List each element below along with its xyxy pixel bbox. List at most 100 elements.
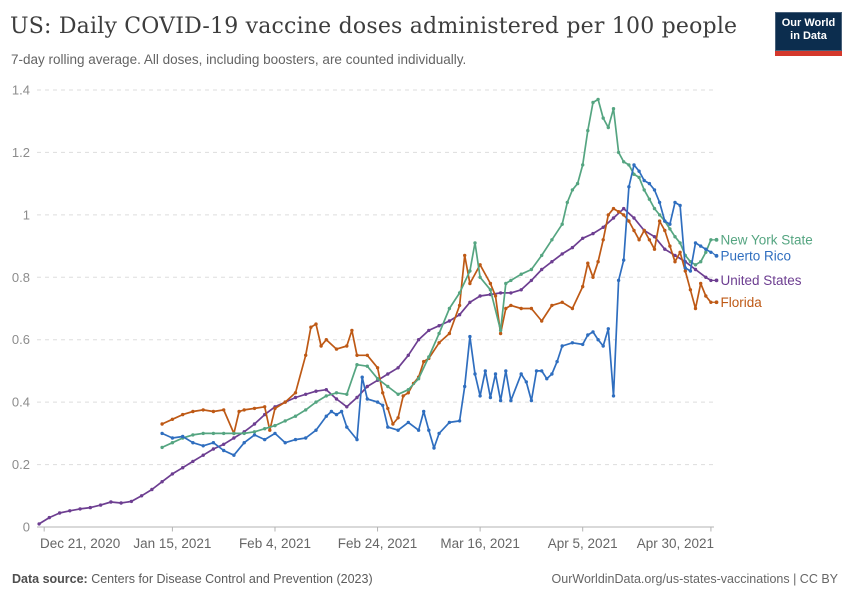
- data-point-florida: [509, 303, 513, 308]
- data-point-new-york-state: [365, 364, 369, 368]
- data-point-united-states: [252, 422, 257, 426]
- series-line-puerto-rico[interactable]: [161, 164, 712, 457]
- data-point-puerto-rico: [329, 409, 334, 414]
- data-point-puerto-rico: [432, 446, 436, 450]
- data-point-puerto-rico: [560, 344, 564, 348]
- data-point-florida: [488, 281, 493, 286]
- data-point-florida: [616, 210, 621, 214]
- data-point-florida: [493, 294, 498, 298]
- data-point-united-states: [37, 522, 41, 526]
- data-point-florida: [652, 247, 657, 251]
- owid-logo[interactable]: Our World in Data: [775, 12, 842, 56]
- data-point-new-york-state: [222, 431, 226, 436]
- data-point-puerto-rico: [447, 420, 452, 425]
- data-point-new-york-state: [375, 377, 380, 381]
- data-point-new-york-state: [678, 241, 682, 245]
- data-point-united-states: [88, 505, 93, 510]
- data-point-united-states: [709, 278, 713, 283]
- data-point-united-states: [570, 245, 575, 250]
- data-point-united-states: [540, 267, 544, 272]
- data-point-new-york-state: [632, 172, 636, 176]
- data-point-united-states: [529, 278, 534, 283]
- data-point-florida: [355, 353, 359, 357]
- data-point-united-states: [591, 231, 595, 236]
- data-point-florida: [309, 325, 313, 329]
- data-point-puerto-rico: [422, 409, 426, 414]
- data-point-new-york-state: [488, 288, 493, 292]
- series-line-united-states[interactable]: [38, 207, 712, 525]
- y-tick-label: 0.8: [12, 270, 30, 285]
- data-point-united-states: [663, 247, 667, 251]
- data-point-florida: [350, 328, 354, 333]
- data-point-united-states: [170, 472, 175, 476]
- data-point-puerto-rico: [386, 425, 390, 429]
- data-point-florida: [334, 347, 339, 351]
- data-point-puerto-rico: [632, 163, 636, 167]
- data-point-puerto-rico: [324, 414, 328, 418]
- data-point-puerto-rico: [457, 419, 462, 423]
- data-point-new-york-state: [657, 213, 662, 217]
- data-point-florida: [365, 353, 369, 357]
- data-point-florida: [504, 306, 508, 311]
- series-line-florida[interactable]: [161, 207, 712, 435]
- data-point-florida: [263, 405, 267, 409]
- legend-label-new-york-state[interactable]: New York State: [721, 232, 813, 247]
- data-point-united-states: [457, 313, 462, 317]
- data-point-new-york-state: [386, 384, 390, 389]
- data-point-new-york-state: [709, 238, 713, 242]
- x-tick-label: Feb 24, 2021: [338, 536, 418, 551]
- data-source-label: Data source:: [12, 572, 88, 586]
- data-point-florida: [663, 228, 667, 233]
- data-point-puerto-rico: [493, 372, 498, 376]
- data-point-puerto-rico: [263, 437, 267, 442]
- legend-label-florida[interactable]: Florida: [721, 295, 763, 310]
- data-point-florida: [319, 344, 323, 348]
- data-point-united-states: [160, 480, 164, 484]
- data-point-puerto-rico: [396, 428, 400, 432]
- data-point-new-york-state: [396, 392, 400, 396]
- series-line-new-york-state[interactable]: [161, 98, 712, 449]
- data-point-new-york-state: [437, 331, 441, 336]
- data-point-puerto-rico: [581, 342, 585, 347]
- data-point-new-york-state: [252, 430, 257, 434]
- data-point-puerto-rico: [540, 369, 544, 373]
- data-point-puerto-rico: [601, 344, 605, 348]
- data-point-puerto-rico: [478, 394, 482, 398]
- data-point-puerto-rico: [345, 425, 349, 429]
- data-point-united-states: [478, 294, 482, 298]
- data-point-puerto-rico: [550, 372, 554, 376]
- legend-marker-florida: [714, 300, 719, 305]
- data-point-new-york-state: [504, 281, 508, 286]
- data-point-puerto-rico: [693, 241, 698, 245]
- data-point-puerto-rico: [683, 266, 687, 270]
- data-point-florida: [381, 391, 385, 395]
- data-point-united-states: [222, 442, 226, 446]
- data-point-new-york-state: [355, 363, 359, 367]
- data-point-united-states: [68, 509, 72, 513]
- data-point-florida: [647, 238, 652, 242]
- data-point-florida: [693, 306, 698, 311]
- data-point-united-states: [509, 291, 513, 295]
- data-point-puerto-rico: [611, 394, 616, 398]
- data-point-new-york-state: [293, 414, 298, 418]
- data-point-florida: [540, 319, 544, 323]
- x-tick-label: Jan 15, 2021: [133, 536, 211, 551]
- legend-label-puerto-rico[interactable]: Puerto Rico: [721, 248, 792, 263]
- data-point-florida: [268, 428, 272, 432]
- data-point-new-york-state: [170, 441, 175, 445]
- data-point-puerto-rico: [375, 400, 380, 404]
- y-tick-label: 0: [23, 520, 30, 535]
- chart-title: US: Daily COVID-19 vaccine doses adminis…: [10, 14, 738, 39]
- attribution-link[interactable]: OurWorldinData.org/us-states-vaccination…: [551, 572, 838, 586]
- data-point-florida: [375, 366, 380, 370]
- data-point-new-york-state: [581, 163, 585, 167]
- data-point-puerto-rico: [181, 434, 185, 439]
- data-point-puerto-rico: [406, 420, 410, 425]
- data-point-florida: [406, 391, 410, 395]
- data-point-puerto-rico: [673, 200, 677, 205]
- legend-label-united-states[interactable]: United States: [721, 273, 802, 288]
- data-point-puerto-rico: [688, 269, 693, 273]
- data-point-florida: [709, 300, 713, 304]
- data-point-puerto-rico: [437, 431, 441, 436]
